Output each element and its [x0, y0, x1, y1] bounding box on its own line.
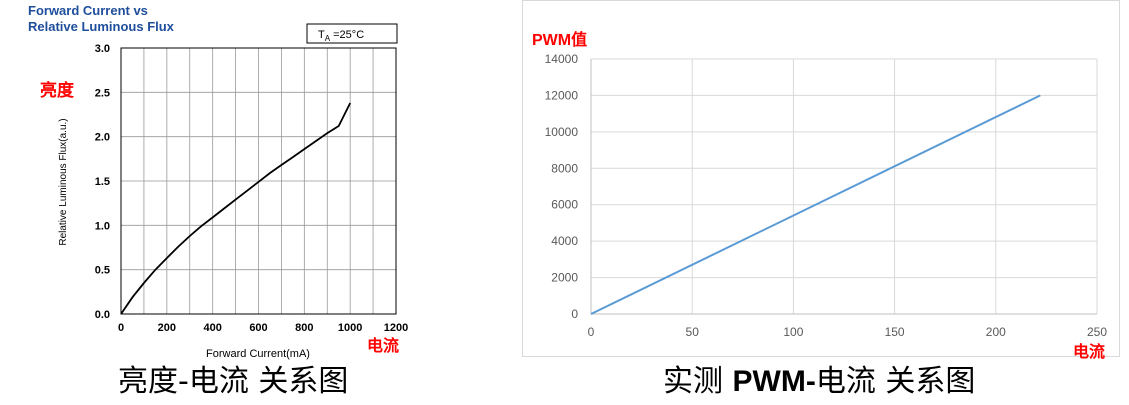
right-y-tick-label: 6000	[551, 198, 578, 212]
right-caption-pre: 实测	[663, 364, 733, 399]
right-y-top-label: PWM值	[532, 30, 587, 49]
left-y-axis-label: Relative Luminous Flux(a.u.)	[58, 118, 69, 245]
left-caption: 亮度-电流 关系图	[118, 364, 349, 399]
right-chart-frame	[522, 0, 1120, 357]
right-series-line	[590, 94, 1041, 315]
left-chart-title-line-2: Relative Luminous Flux	[28, 19, 175, 34]
right-x-tick-label: 250	[1087, 325, 1107, 339]
left-side-label: 亮度	[40, 80, 75, 100]
svg-text:TA =25°C: TA =25°C	[318, 29, 364, 43]
left-y-tick-label: 3.0	[95, 43, 110, 55]
right-caption: 实测 PWM-电流 关系图	[663, 362, 975, 402]
right-y-tick-label: 2000	[551, 271, 578, 285]
right-y-tick-label: 12000	[545, 88, 579, 102]
right-caption-bold: PWM-	[732, 365, 816, 398]
left-series-line	[120, 102, 352, 315]
left-x-tick-label: 0	[118, 322, 124, 334]
right-x-tick-label: 0	[588, 325, 595, 339]
right-caption-post: 电流 关系图	[815, 364, 976, 399]
right-y-tick-label: 8000	[551, 161, 578, 175]
left-corner-label: 电流	[367, 336, 399, 355]
left-y-tick-label: 1.0	[95, 220, 110, 232]
left-x-tick-label: 400	[203, 322, 221, 334]
left-x-tick-label: 600	[249, 322, 267, 334]
left-plot-border	[120, 47, 397, 315]
left-x-tick-label: 200	[158, 322, 176, 334]
annotation-sub: A	[325, 34, 331, 43]
left-chart-annotation-box: TA =25°C	[306, 23, 398, 44]
left-y-tick-label: 0.5	[95, 265, 110, 277]
left-x-tick-label: 1000	[338, 322, 362, 334]
annotation-t: T	[318, 29, 325, 41]
left-y-tick-label: 2.5	[95, 87, 110, 99]
left-chart: Forward Current vs Relative Luminous Flu…	[28, 3, 409, 360]
right-y-tick-label: 10000	[545, 125, 579, 139]
right-y-tick-label: 14000	[545, 52, 579, 66]
right-x-tick-label: 50	[686, 325, 700, 339]
left-x-axis-label: Forward Current(mA)	[206, 348, 310, 360]
left-x-tick-label: 1200	[384, 322, 408, 334]
left-chart-title-line-1: Forward Current vs	[28, 3, 148, 18]
left-y-tick-label: 2.0	[95, 132, 110, 144]
right-y-tick-label: 4000	[551, 234, 578, 248]
right-plot-area: 0 2000 4000 6000 8000 10000 12000 14000 0 50 100 15…	[545, 52, 1108, 339]
right-corner-label: 电流	[1073, 342, 1105, 361]
left-plot-area: 0 200 400 600 800 1000 1200 0.0 0.5 1.0 1.5 2.0 2.5 3…	[95, 43, 409, 334]
annotation-temp: =25°C	[330, 29, 364, 41]
left-x-tick-label: 800	[295, 322, 313, 334]
right-x-tick-label: 150	[885, 325, 905, 339]
left-y-tick-label: 0.0	[95, 309, 110, 321]
right-x-tick-label: 100	[783, 325, 803, 339]
left-y-tick-label: 1.5	[95, 176, 110, 188]
right-x-tick-label: 200	[986, 325, 1006, 339]
right-y-tick-label: 0	[571, 307, 578, 321]
right-chart: PWM值 0 2000 4000 6000 8000 10000 12000 14000 0 50…	[522, 0, 1120, 361]
